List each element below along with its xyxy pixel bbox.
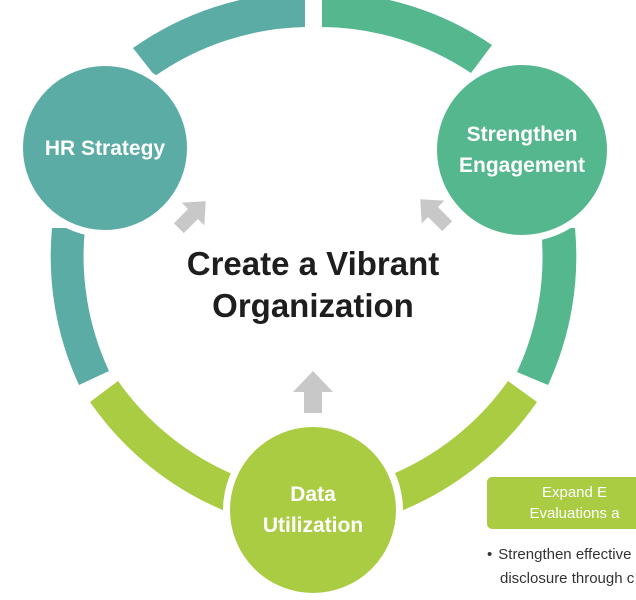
ring-segment-right (517, 228, 577, 385)
side-bullet-item: Strengthen effective disclosure through … (487, 543, 636, 591)
side-bullet-line2: disclosure through c (500, 570, 635, 587)
node-hr-strategy: HR Strategy (16, 59, 194, 237)
node-data-utilization: Data Utilization (223, 420, 403, 600)
node-data-label-line1: Data (290, 483, 336, 506)
node-data-label-line2: Utilization (262, 514, 364, 537)
node-strengthen-engagement: Strengthen Engagement (430, 58, 614, 242)
ring-segment-left (50, 228, 109, 385)
side-heading-line2: Evaluations a (529, 505, 620, 522)
center-title-line1: Create a Vibrant (186, 245, 440, 282)
arrow-from-engagement (420, 199, 453, 232)
side-heading-line1: Expand E (541, 484, 608, 501)
arrow-from-hr-strategy (173, 201, 206, 234)
node-hr-strategy-label: HR Strategy (44, 136, 166, 160)
ring-segment-bottom-right (388, 381, 537, 511)
node-engagement-label-line2: Engagement (458, 154, 586, 177)
center-title: Create a Vibrant Organization (150, 243, 476, 327)
center-title-line2: Organization (212, 287, 414, 324)
ring-segment-top-right (322, 0, 492, 73)
side-heading-box: Expand E Evaluations a (487, 477, 636, 529)
node-engagement-label-line1: Strengthen (466, 123, 578, 146)
ring-segment-bottom-left (90, 381, 237, 511)
arrow-from-data-utilization (293, 371, 333, 413)
side-bullet-line1: Strengthen effective (487, 543, 636, 567)
ring-segment-top-left (133, 0, 305, 76)
